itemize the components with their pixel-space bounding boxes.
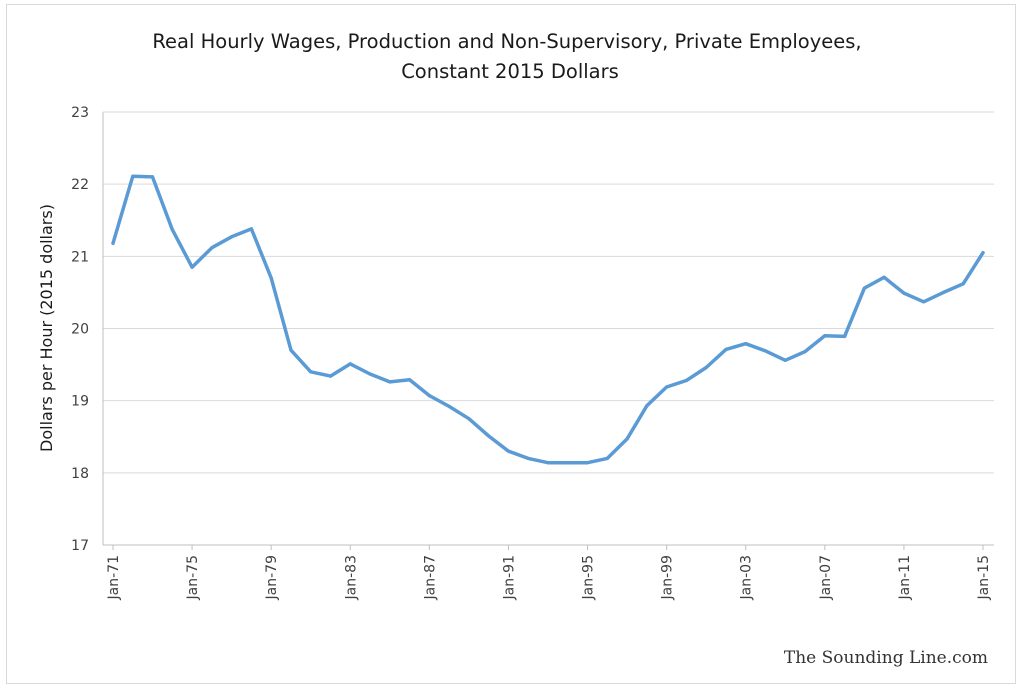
- x-tick-labels: Jan-71 Jan-75 Jan-79 Jan-83 Jan-87 Jan-91 Jan-…: [106, 555, 992, 600]
- x-tick-label-Jan-95: Jan-95: [581, 555, 597, 600]
- data-point-Jan-14: [961, 282, 965, 286]
- data-point-Jan-88: [447, 404, 451, 408]
- data-point-Jan-79: [269, 276, 273, 280]
- watermark-text: The Sounding Line.com: [784, 648, 988, 668]
- data-point-Jan-00: [684, 378, 689, 383]
- x-tick-label-Jan-83: Jan-83: [343, 555, 359, 600]
- data-point-Jan-97: [625, 437, 629, 441]
- data-point-Jan-15: [981, 251, 985, 255]
- data-point-Jan-12: [922, 300, 926, 304]
- data-point-Jan-06: [803, 350, 807, 354]
- data-point-Jan-87: [427, 394, 431, 398]
- data-point-Jan-98: [645, 404, 649, 408]
- data-point-Jan-09: [862, 286, 867, 290]
- data-point-Jan-13: [941, 290, 946, 294]
- y-tick-label-22: 22: [71, 177, 89, 193]
- data-point-Jan-96: [605, 456, 609, 460]
- data-point-Jan-80: [289, 348, 293, 352]
- x-tick-label-Jan-99: Jan-99: [660, 555, 676, 600]
- data-point-Jan-73: [150, 175, 155, 179]
- data-point-Jan-86: [408, 378, 412, 382]
- data-point-Jan-04: [763, 349, 768, 353]
- data-point-Jan-10: [882, 275, 886, 279]
- data-point-Jan-99: [665, 385, 669, 389]
- data-point-Jan-02: [724, 347, 728, 351]
- x-tick-label-Jan-07: Jan-07: [818, 555, 834, 600]
- data-point-Jan-94: [566, 461, 570, 465]
- data-point-Jan-81: [309, 370, 313, 374]
- data-point-Jan-90: [487, 434, 491, 438]
- data-point-Jan-72: [131, 174, 135, 178]
- data-point-Jan-03: [744, 342, 748, 346]
- x-tick-label-Jan-91: Jan-91: [501, 555, 517, 600]
- chart-frame: [6, 4, 1016, 684]
- data-point-Jan-89: [467, 417, 471, 421]
- chart-title-line-2: Constant 2015 Dollars: [401, 60, 619, 83]
- y-tick-label-18: 18: [71, 466, 89, 482]
- data-point-Jan-01: [704, 365, 708, 370]
- x-tick-label-Jan-87: Jan-87: [422, 555, 438, 600]
- gridlines: [103, 111, 994, 474]
- data-point-Jan-08: [843, 334, 847, 338]
- data-point-Jan-74: [170, 228, 174, 232]
- x-tick-label-Jan-03: Jan-03: [739, 555, 755, 600]
- series-layer: [111, 174, 985, 465]
- data-point-Jan-85: [388, 380, 392, 384]
- data-point-Jan-84: [368, 372, 372, 376]
- x-tick-label-Jan-75: Jan-75: [185, 555, 201, 600]
- x-tick-label-Jan-11: Jan-11: [897, 555, 913, 600]
- data-point-Jan-75: [190, 265, 194, 269]
- y-tick-label-23: 23: [71, 105, 89, 121]
- data-point-Jan-92: [526, 456, 530, 460]
- data-point-Jan-91: [506, 449, 511, 453]
- data-point-Jan-07: [823, 334, 827, 338]
- series-line-0: [111, 174, 985, 465]
- data-point-Jan-93: [546, 461, 550, 465]
- data-point-Jan-77: [230, 235, 234, 239]
- data-point-Jan-11: [902, 291, 906, 295]
- y-tick-label-20: 20: [71, 322, 89, 338]
- x-tick-label-Jan-71: Jan-71: [106, 555, 122, 600]
- data-point-Jan-95: [585, 461, 590, 465]
- data-point-Jan-78: [249, 227, 253, 231]
- y-tick-label-19: 19: [71, 394, 89, 410]
- axes: [102, 112, 994, 550]
- chart-title-line-1: Real Hourly Wages, Production and Non-Su…: [152, 30, 861, 53]
- data-point-Jan-83: [348, 362, 352, 366]
- y-tick-label-21: 21: [71, 249, 89, 265]
- data-point-Jan-76: [210, 246, 214, 250]
- data-point-Jan-05: [783, 358, 787, 362]
- data-point-Jan-71: [111, 241, 115, 245]
- y-tick-label-17: 17: [71, 538, 89, 554]
- y-tick-labels: 17 18 19 20 21 22 23: [71, 105, 89, 554]
- x-tick-label-Jan-15: Jan-15: [976, 555, 992, 600]
- y-axis-title: Dollars per Hour (2015 dollars): [37, 204, 56, 452]
- data-point-Jan-82: [328, 374, 333, 378]
- x-tick-label-Jan-79: Jan-79: [264, 555, 280, 600]
